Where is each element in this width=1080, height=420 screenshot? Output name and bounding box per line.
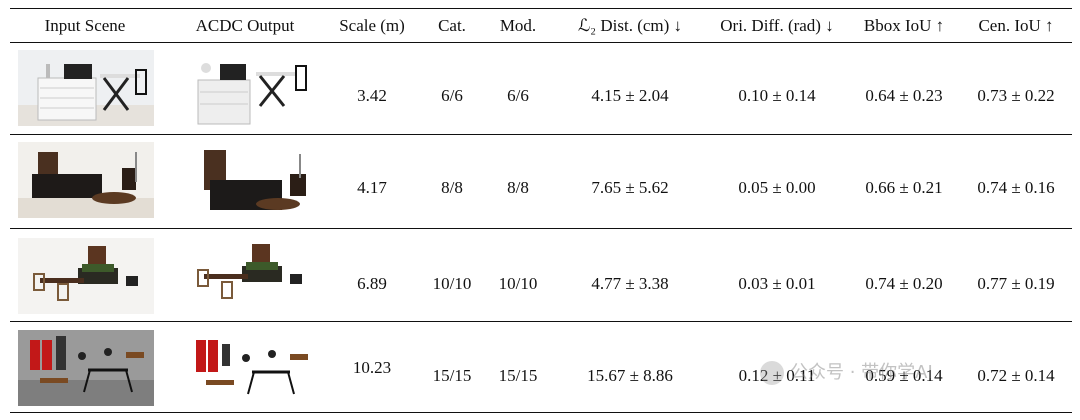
row1-bbox: 0.64 ± 0.23 xyxy=(865,86,943,105)
row3-l2: 4.77 ± 3.38 xyxy=(591,274,669,293)
input-scene-image-1 xyxy=(18,50,154,126)
row2-cat: 8/8 xyxy=(441,178,463,197)
header-bbox-iou: Bbox IoU ↑ xyxy=(863,16,945,35)
watermark: 公众号 · 带你学AI xyxy=(760,358,933,385)
row4-cat: 15/15 xyxy=(432,366,472,385)
row2-bbox: 0.66 ± 0.21 xyxy=(865,178,943,197)
input-scene-image-3 xyxy=(18,238,154,314)
row2-rule xyxy=(10,228,1072,229)
header-rule xyxy=(10,42,1072,43)
row1-rule xyxy=(10,134,1072,135)
header-scale: Scale (m) xyxy=(339,16,405,35)
header-acdc-output: ACDC Output xyxy=(195,16,295,35)
row2-cen: 0.74 ± 0.16 xyxy=(977,178,1055,197)
row1-mod: 6/6 xyxy=(507,86,529,105)
row3-scale: 6.89 xyxy=(357,274,387,293)
row2-ori: 0.05 ± 0.00 xyxy=(738,178,816,197)
row1-cat: 6/6 xyxy=(441,86,463,105)
row3-ori: 0.03 ± 0.01 xyxy=(738,274,816,293)
watermark-text: 公众号 · 带你学AI xyxy=(790,362,933,383)
row3-cat: 10/10 xyxy=(432,274,472,293)
acdc-output-image-2 xyxy=(186,142,322,218)
row4-ori: 0.12 ± 0.11 xyxy=(738,366,816,385)
table-top-rule xyxy=(10,8,1072,9)
row4-scale: 10.23 xyxy=(352,358,392,377)
row2-mod: 8/8 xyxy=(507,178,529,197)
row2-l2: 7.65 ± 5.62 xyxy=(591,178,669,197)
header-mod: Mod. xyxy=(499,16,537,35)
input-scene-image-4 xyxy=(18,330,154,406)
row1-l2: 4.15 ± 2.04 xyxy=(591,86,669,105)
header-input-scene: Input Scene xyxy=(44,16,126,35)
row4-mod: 15/15 xyxy=(498,366,538,385)
header-l2-dist: ℒ₂ Dist. (cm) ↓ xyxy=(577,16,683,35)
wechat-icon xyxy=(760,361,784,385)
row4-cen: 0.72 ± 0.14 xyxy=(977,366,1055,385)
table-bottom-rule xyxy=(10,412,1072,413)
input-scene-image-2 xyxy=(18,142,154,218)
row1-ori: 0.10 ± 0.14 xyxy=(738,86,816,105)
acdc-output-image-3 xyxy=(186,238,322,314)
row4-l2: 15.67 ± 8.86 xyxy=(587,366,673,385)
header-cen-iou: Cen. IoU ↑ xyxy=(978,16,1054,35)
row3-bbox: 0.74 ± 0.20 xyxy=(865,274,943,293)
row3-mod: 10/10 xyxy=(498,274,538,293)
row1-scale: 3.42 xyxy=(357,86,387,105)
row3-rule xyxy=(10,321,1072,322)
row2-scale: 4.17 xyxy=(357,178,387,197)
acdc-output-image-4 xyxy=(186,330,322,406)
row1-cen: 0.73 ± 0.22 xyxy=(977,86,1055,105)
header-ori-diff: Ori. Diff. (rad) ↓ xyxy=(720,16,834,35)
acdc-output-image-1 xyxy=(186,50,322,126)
header-cat: Cat. xyxy=(438,16,466,35)
row3-cen: 0.77 ± 0.19 xyxy=(977,274,1055,293)
row4-bbox: 0.59 ± 0.14 xyxy=(865,366,943,385)
